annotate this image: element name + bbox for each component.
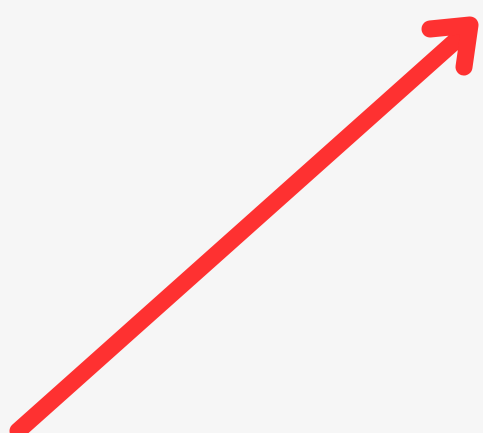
- arrow-shaft: [9, 26, 471, 433]
- arrow-head: [421, 16, 479, 76]
